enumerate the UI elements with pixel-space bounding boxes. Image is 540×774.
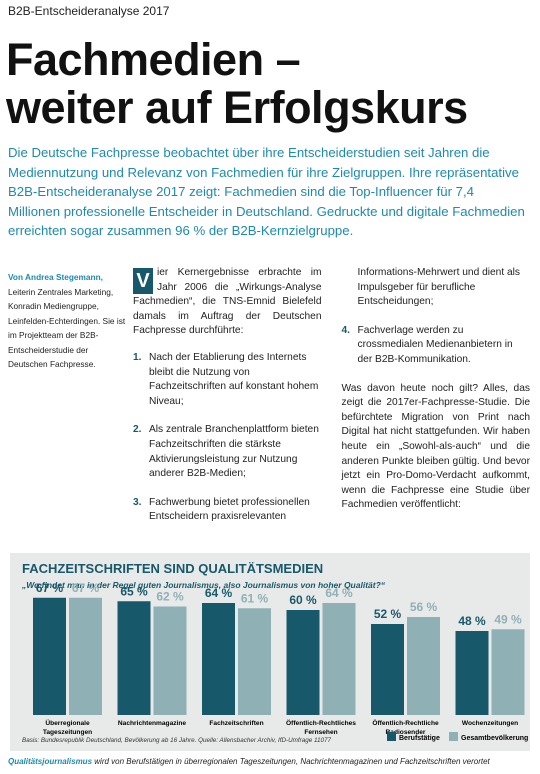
bar [33,597,66,715]
list-item: 3. Fachwerbung bietet professionellen Ent… [133,266,530,525]
bar [286,610,320,715]
author-bio: Leiterin Zentrales Marketing, Konradin M… [8,286,126,370]
legend-swatch [387,732,396,741]
title-line: Fachmedien – [6,34,301,85]
value-label: 52 % [374,607,402,621]
bar [491,629,525,715]
item-text: Nach der Etablierung des Internets bleib… [149,351,319,407]
value-label: 67 % [36,581,64,595]
value-label: 61 % [241,591,269,605]
bar [238,608,271,715]
caption-text: wird von Berufstätigen in überregionalen… [94,757,490,766]
item-text: Fachwerbung bietet professionellen Entsc… [149,267,521,523]
value-label: 64 % [325,586,353,600]
bar [117,601,151,715]
chart: FACHZEITSCHRIFTEN SIND QUALITÄTSMEDIEN „… [10,553,530,751]
bar [322,603,356,715]
category-label: Überregionale Tageszeitungen [43,718,92,736]
item-text: Fachverlage werden zu crossmedialen Medi… [357,324,513,365]
caption-lead: Qualitätsjournalismus [8,757,93,766]
chart-subtitle: „Wo findet man in der Regel guten Journa… [21,580,386,590]
bar [69,597,102,715]
category-label: Nachrichtenmagazine [118,720,186,727]
lead: ier Kernergebnisse erbrachte im Jahr 200… [133,267,322,337]
category-label: Öffentlich-Rechtliche Radiosender [372,718,439,736]
intro: Die Deutsche Fachpresse beobachtet über … [8,145,525,239]
item-number: 2. [133,424,142,436]
list-item: 4. Fachverlage werden zu crossmedialen Me… [342,324,531,368]
legend-label: Gesamtbevölkerung [461,735,528,742]
category-label: Fachzeitschriften [209,720,263,727]
chart-title: FACHZEITSCHRIFTEN SIND QUALITÄTSMEDIEN [22,561,323,576]
bar [371,624,404,715]
item-number: 1. [133,351,142,363]
title-line: weiter auf Erfolgskurs [6,82,468,133]
value-label: 60 % [289,593,317,607]
list-item: 2. Als zentrale Branchenplattform bieten … [133,423,322,481]
bar [202,603,235,715]
bar [407,617,440,715]
item-number: 4. [341,324,351,336]
item-number: 3. [133,496,142,508]
value-label: 49 % [494,612,522,626]
value-label: 67 % [72,581,100,595]
legend-label: Berufstätige [399,735,440,742]
paragraph: Was davon heute noch gilt? Alles, das ze… [341,382,531,511]
value-label: 65 % [120,584,148,598]
caption: Qualitätsjournalismus wird von Berufstät… [8,757,490,766]
legend-swatch [449,732,458,741]
category-label: Öffentlich-Rechtliches Fernsehen [286,718,356,736]
item-text: Als zentrale Branchenplattform bieten Fa… [149,424,319,480]
drop-cap: V [133,268,153,294]
value-label: 64 % [205,586,233,600]
author-name: Von Andrea Stegemann, [8,272,103,282]
source: Basis: Bundesrepublik Deutschland, Bevöl… [22,737,332,744]
list-item: 1. Nach der Etablierung des Internets ble… [133,351,322,409]
value-label: 48 % [458,614,486,628]
value-label: 56 % [410,600,438,614]
bar [153,606,187,715]
bar [455,631,489,715]
kicker: B2B-Entscheideranalyse 2017 [8,4,170,18]
category-label: Wochenzeitungen [462,720,518,727]
author: Von Andrea Stegemann, Leiterin Zentrales … [8,270,128,372]
value-label: 62 % [156,590,184,604]
